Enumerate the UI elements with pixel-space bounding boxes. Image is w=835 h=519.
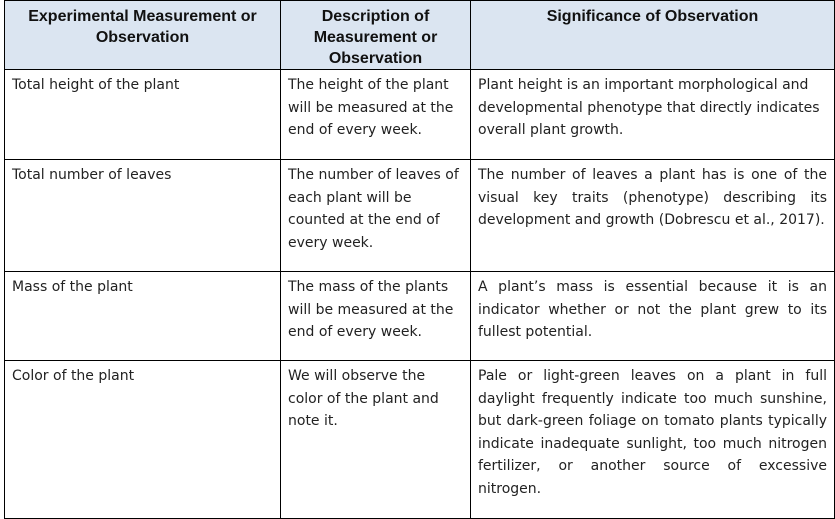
significance-cell: Plant height is an important morphologic… [470, 69, 835, 160]
header-measurement: Experimental Measurement or Observation [4, 0, 281, 70]
significance-cell: The number of leaves a plant has is one … [470, 159, 835, 272]
measurement-cell: Mass of the plant [4, 271, 281, 361]
measurement-cell: Total height of the plant [4, 69, 281, 160]
description-cell: The number of leaves of each plant will … [280, 159, 471, 272]
description-cell: We will observe the color of the plant a… [280, 360, 471, 519]
observation-table: Experimental Measurement or Observation … [4, 0, 835, 519]
table-row: Color of the plant We will observe the c… [4, 360, 835, 519]
header-significance: Significance of Observation [470, 0, 835, 70]
table-header-row: Experimental Measurement or Observation … [4, 0, 835, 70]
header-description: Description of Measurement or Observatio… [280, 0, 471, 70]
table-row: Mass of the plant The mass of the plants… [4, 271, 835, 361]
table-row: Total number of leaves The number of lea… [4, 159, 835, 272]
table-row: Total height of the plant The height of … [4, 69, 835, 160]
description-cell: The mass of the plants will be measured … [280, 271, 471, 361]
description-cell: The height of the plant will be measured… [280, 69, 471, 160]
significance-cell: A plant’s mass is essential because it i… [470, 271, 835, 361]
significance-cell: Pale or light-green leaves on a plant in… [470, 360, 835, 519]
measurement-cell: Total number of leaves [4, 159, 281, 272]
measurement-cell: Color of the plant [4, 360, 281, 519]
